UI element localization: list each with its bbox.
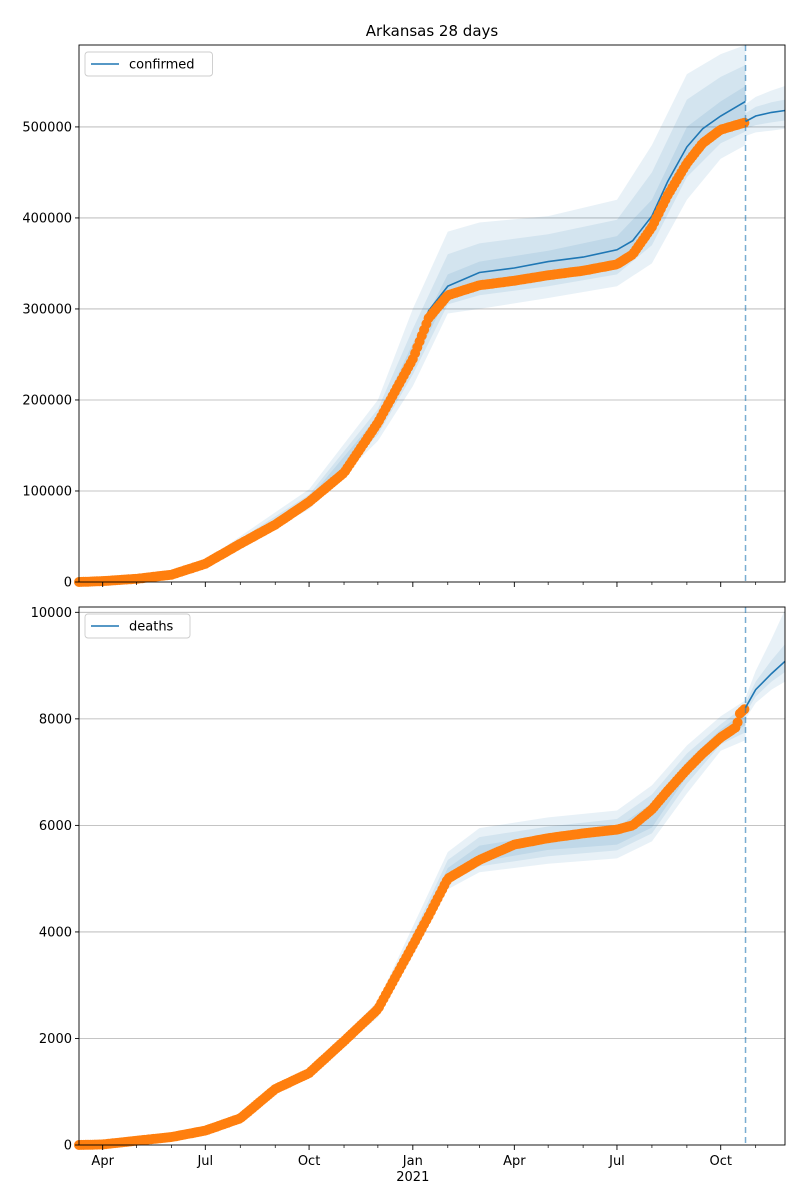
x-tick-label: Jul bbox=[196, 1154, 213, 1169]
forecast-line bbox=[744, 660, 786, 709]
y-tick-label: 6000 bbox=[39, 819, 72, 834]
y-tick-label: 2000 bbox=[39, 1032, 72, 1047]
uncertainty-band bbox=[205, 65, 746, 565]
y-tick-label: 400000 bbox=[22, 211, 72, 226]
uncertainty-band bbox=[205, 45, 746, 566]
axes-frame bbox=[78, 606, 786, 1146]
observed-point bbox=[739, 704, 750, 715]
legend-label: deaths bbox=[129, 620, 174, 635]
x-tick-label: Jan bbox=[402, 1154, 423, 1169]
legend-box bbox=[84, 613, 191, 639]
model-line bbox=[377, 100, 746, 424]
forecast-line bbox=[745, 109, 786, 123]
legend-label: confirmed bbox=[129, 58, 195, 73]
y-tick-label: 8000 bbox=[39, 712, 72, 727]
uncertainty-band bbox=[205, 86, 746, 564]
observed-point bbox=[732, 717, 743, 728]
confirmed-panel: 0 100000 200000 300000 400000 500000 Arkansas … bbox=[22, 22, 786, 591]
uncertainty-band bbox=[745, 86, 785, 136]
x-tick-label: Apr bbox=[503, 1154, 526, 1169]
y-tick-label: 200000 bbox=[22, 393, 72, 408]
legend: confirmed bbox=[84, 51, 213, 77]
legend: deaths bbox=[84, 613, 191, 639]
y-tick-label: 0 bbox=[64, 576, 72, 591]
x-tick-label: Apr bbox=[91, 1154, 114, 1169]
uncertainty-band bbox=[309, 700, 746, 1076]
x-tick-label: Jul bbox=[608, 1154, 625, 1169]
x-year-label: 2021 bbox=[396, 1170, 429, 1185]
y-tick-label: 300000 bbox=[22, 302, 72, 317]
y-tick-label: 500000 bbox=[22, 120, 72, 135]
y-tick-label: 100000 bbox=[22, 484, 72, 499]
y-tick-label: 0 bbox=[64, 1139, 72, 1154]
y-tick-label: 4000 bbox=[39, 925, 72, 940]
deaths-panel: 0 2000 4000 6000 8000 10000 Apr Jul Oct Jan Apr Jul… bbox=[31, 606, 786, 1185]
x-tick-label: Oct bbox=[709, 1154, 731, 1169]
x-tick-label: Oct bbox=[298, 1154, 320, 1169]
uncertainty-band bbox=[309, 705, 746, 1075]
chart-title: Arkansas 28 days bbox=[366, 22, 499, 40]
y-tick-label: 10000 bbox=[31, 606, 72, 621]
observed-point bbox=[739, 117, 750, 128]
legend-box bbox=[84, 51, 213, 77]
axes-frame bbox=[78, 44, 786, 583]
